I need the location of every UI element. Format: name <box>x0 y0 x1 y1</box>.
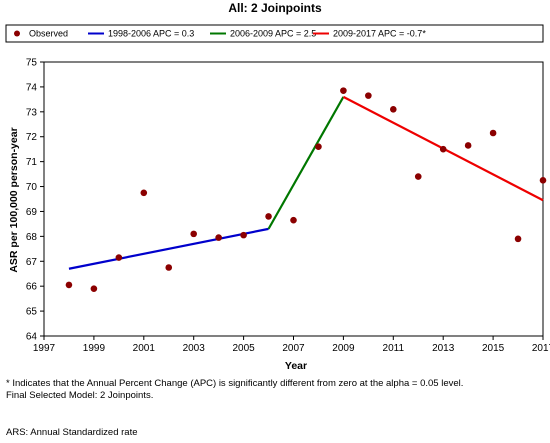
y-tick-label: 66 <box>26 282 38 293</box>
footnote-abbreviation: ARS: Annual Standardized rate <box>6 427 138 438</box>
observed-point <box>414 173 422 180</box>
x-tick-label: 2017 <box>532 343 550 354</box>
x-tick-label: 2013 <box>432 343 455 354</box>
observed-point <box>240 231 247 239</box>
observed-point <box>265 213 272 220</box>
y-tick-label: 75 <box>26 58 38 69</box>
plot-area <box>43 61 544 337</box>
x-tick-label: 2009 <box>332 343 355 354</box>
observed-point <box>290 216 297 224</box>
observed-point <box>464 142 472 149</box>
y-tick-label: 64 <box>26 332 38 343</box>
y-axis-title: ASR per 100,000 person-year <box>8 127 20 272</box>
y-tick-label: 72 <box>26 132 38 143</box>
legend-observed-label: Observed <box>29 29 68 39</box>
y-tick-label: 74 <box>26 82 38 93</box>
observed-point <box>90 285 98 292</box>
y-tick-label: 68 <box>26 232 38 243</box>
x-axis: 1997 1999 2001 2003 2005 2007 2009 2011 2013 2015… <box>33 336 550 354</box>
legend-observed-marker <box>14 30 20 37</box>
observed-point <box>140 189 148 197</box>
legend-label-3: 2009-2017 APC = -0.7* <box>333 29 426 39</box>
x-tick-label: 1997 <box>33 343 56 354</box>
footnote-significance: * Indicates that the Annual Percent Chan… <box>6 378 464 389</box>
y-tick-label: 67 <box>26 257 38 268</box>
observed-point <box>390 106 397 113</box>
observed-point <box>215 234 222 241</box>
x-tick-label: 1999 <box>83 343 106 354</box>
legend-label-2: 2006-2009 APC = 2.5 <box>230 29 316 39</box>
x-tick-label: 2005 <box>232 343 255 354</box>
observed-point <box>65 281 73 289</box>
x-tick-label: 2011 <box>383 343 405 354</box>
y-axis: 64 65 66 67 68 69 70 71 72 73 74 75 <box>26 58 44 343</box>
observed-points <box>65 87 547 292</box>
legend: Observed 1998-2006 APC = 0.3 2006-2009 APC… <box>14 29 426 39</box>
trend-line-2 <box>267 96 345 230</box>
observed-point <box>365 92 372 99</box>
x-tick-label: 2007 <box>282 343 305 354</box>
x-tick-label: 2015 <box>482 343 505 354</box>
footnote-final-model: Final Selected Model: 2 Joinpoints. <box>6 390 154 401</box>
chart-title: All: 2 Joinpoints <box>228 1 322 15</box>
observed-point <box>539 177 547 184</box>
observed-point <box>489 129 497 137</box>
legend-box <box>5 24 544 43</box>
legend-label-1: 1998-2006 APC = 0.3 <box>108 29 194 39</box>
observed-point <box>315 143 322 150</box>
x-axis-title: Year <box>285 360 307 372</box>
x-tick-label: 2001 <box>133 343 156 354</box>
observed-point <box>165 264 173 271</box>
observed-point <box>115 254 123 261</box>
y-tick-label: 73 <box>26 107 38 118</box>
y-tick-label: 69 <box>26 207 38 218</box>
y-tick-label: 71 <box>26 157 38 168</box>
x-tick-label: 2003 <box>183 343 206 354</box>
observed-point <box>439 145 447 153</box>
observed-point <box>340 87 347 94</box>
trend-line-1 <box>68 227 269 270</box>
y-tick-label: 70 <box>26 182 38 193</box>
observed-point <box>190 230 197 238</box>
observed-point <box>514 235 522 243</box>
y-tick-label: 65 <box>26 307 38 318</box>
